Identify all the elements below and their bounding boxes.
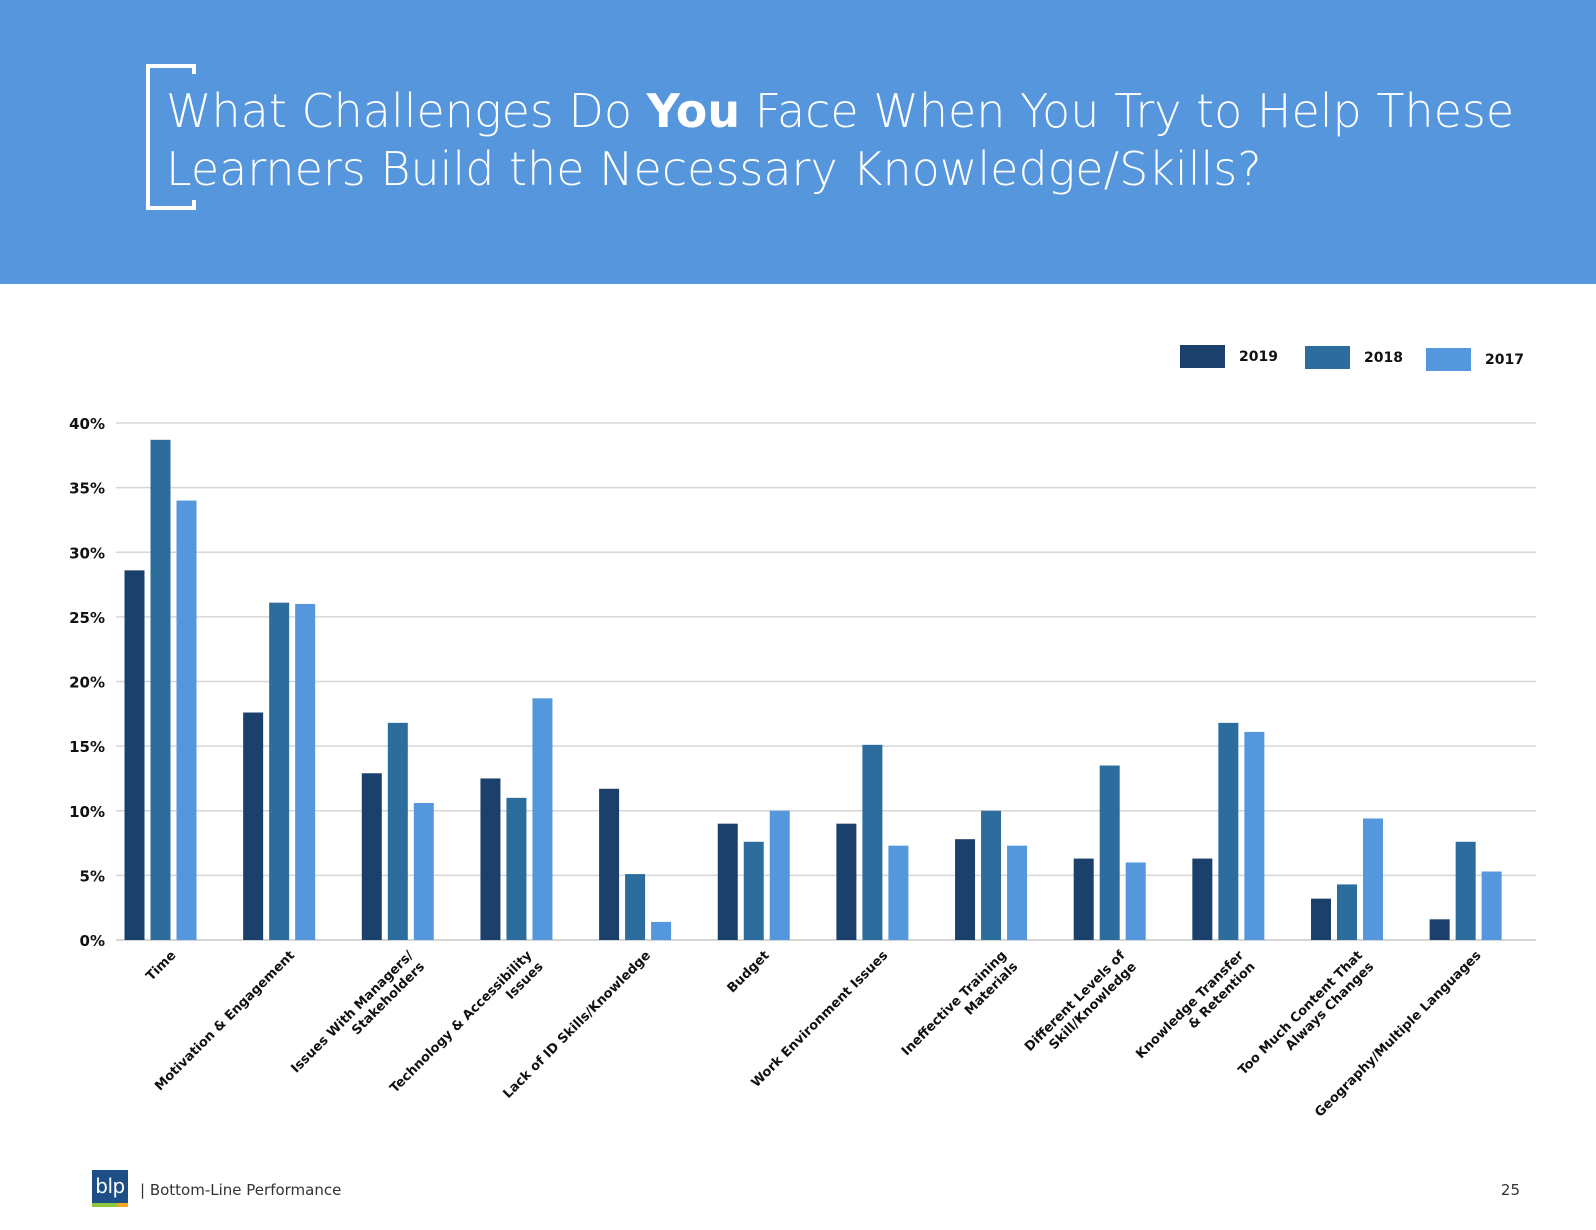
y-tick-label: 30% xyxy=(69,544,105,562)
logo-green-stripe xyxy=(92,1203,118,1207)
logo-text: blp xyxy=(95,1174,125,1198)
bar-2017 xyxy=(1244,731,1265,940)
bar-2017 xyxy=(295,603,316,940)
title-text-after: Face When You Try to Help These Learners… xyxy=(166,84,1515,196)
x-category-label: Motivation & Engagement xyxy=(152,948,298,1094)
bar-2018 xyxy=(981,810,1002,940)
legend-label-2018: 2018 xyxy=(1364,350,1403,366)
bar-2019 xyxy=(717,823,738,940)
bar-2019 xyxy=(243,712,264,940)
logo-orange-stripe xyxy=(118,1203,128,1207)
x-category-label: Time xyxy=(143,948,179,984)
page-number: 25 xyxy=(1500,1181,1520,1199)
x-category-label: Ineffective TrainingMaterials xyxy=(899,948,1021,1070)
bar-2019 xyxy=(361,773,382,940)
legend-label-2017: 2017 xyxy=(1485,352,1524,368)
legend-swatch-2018 xyxy=(1305,346,1350,369)
bar-2019 xyxy=(124,570,145,940)
legend-swatch-2017 xyxy=(1426,348,1471,371)
title-banner: What Challenges Do You Face When You Try… xyxy=(0,0,1596,284)
bar-2019 xyxy=(1192,858,1213,940)
bars xyxy=(124,439,1502,940)
footer-company-name: | Bottom-Line Performance xyxy=(140,1181,342,1199)
y-axis-tick-labels: 0% 5% 10% 15% 20% 25% 30% 35% 40% xyxy=(69,415,105,950)
bar-2017 xyxy=(651,921,672,940)
bar-2017 xyxy=(769,810,790,940)
bar-2018 xyxy=(1337,884,1357,940)
bar-2018 xyxy=(506,797,527,940)
bar-chart: 0% 5% 10% 15% 20% 25% 30% 35% 40% TimeMotivation… xyxy=(69,345,1536,1121)
y-tick-label: 20% xyxy=(69,674,105,692)
bar-2018 xyxy=(387,722,408,940)
bar-2018 xyxy=(743,841,764,940)
bar-2018 xyxy=(269,602,290,940)
x-category-label: Budget xyxy=(725,948,773,996)
y-tick-label: 35% xyxy=(69,480,105,498)
bar-2018 xyxy=(862,744,883,940)
bar-2019 xyxy=(599,788,620,940)
bar-2019 xyxy=(955,839,976,940)
bar-2019 xyxy=(1073,858,1094,940)
bar-2019 xyxy=(1311,898,1331,940)
bar-2018 xyxy=(1218,722,1239,940)
bar-2019 xyxy=(1429,919,1450,940)
bar-2017 xyxy=(413,802,434,940)
bar-2018 xyxy=(1455,841,1476,940)
bar-2019 xyxy=(836,823,857,940)
x-category-label: Work Environment Issues xyxy=(749,948,892,1091)
bar-2017 xyxy=(1481,871,1502,940)
title-emphasis: You xyxy=(646,84,741,138)
y-tick-label: 0% xyxy=(80,932,105,950)
bar-2018 xyxy=(150,439,171,940)
y-tick-label: 25% xyxy=(69,609,105,627)
bar-2018 xyxy=(625,874,646,940)
gridlines xyxy=(116,422,1536,941)
y-tick-label: 40% xyxy=(69,415,105,433)
title-text-before: What Challenges Do xyxy=(166,84,647,138)
bar-2017 xyxy=(176,500,197,940)
bar-2017 xyxy=(1125,862,1146,940)
bar-2019 xyxy=(480,778,501,940)
x-category-label: Different Levels ofSkill/Knowledge xyxy=(1022,948,1140,1066)
bar-2018 xyxy=(1099,765,1120,940)
bar-2017 xyxy=(1007,845,1028,940)
bar-2017 xyxy=(532,698,553,940)
bar-2017 xyxy=(888,845,909,940)
slide-title: What Challenges Do You Face When You Try… xyxy=(166,82,1546,198)
bar-2017 xyxy=(1363,818,1383,940)
y-tick-label: 15% xyxy=(69,738,105,756)
x-category-label: Knowledge Transfer& Retention xyxy=(1133,948,1259,1074)
y-tick-label: 10% xyxy=(69,803,105,821)
legend: 2019 2018 2017 xyxy=(1180,345,1524,371)
legend-swatch-2019 xyxy=(1180,345,1225,368)
title-bracket-decoration xyxy=(146,64,196,210)
y-tick-label: 5% xyxy=(80,867,105,885)
legend-label-2019: 2019 xyxy=(1239,349,1278,365)
blp-logo: blp xyxy=(92,1170,128,1207)
